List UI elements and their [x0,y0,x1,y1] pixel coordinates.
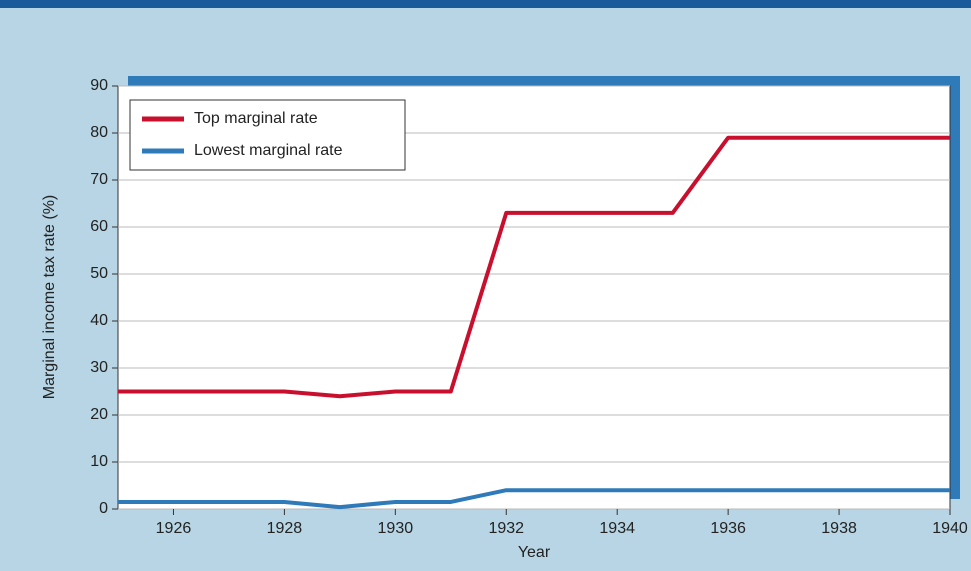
series-line [118,135,950,399]
x-tick-label: 1930 [378,520,414,537]
x-tick-label: 1934 [599,520,635,537]
y-tick-label: 70 [90,171,108,188]
y-tick-label: 80 [90,124,108,141]
y-tick-label: 50 [90,265,108,282]
legend-box [129,99,406,171]
y-tick-label: 20 [90,406,108,423]
x-tick-label: 1926 [156,520,192,537]
grid [118,85,950,510]
series-line [118,488,950,510]
y-tick-label: 0 [99,500,108,517]
legend-label: Lowest marginal rate [194,142,343,159]
y-tick-label: 60 [90,218,108,235]
y-tick-label: 30 [90,359,108,376]
x-axis-label: Year [518,544,551,561]
x-tick-label: 1928 [267,520,303,537]
y-tick-label: 90 [90,77,108,94]
x-tick-label: 1940 [932,520,968,537]
x-tick-label: 1936 [710,520,746,537]
x-tick-label: 1932 [488,520,524,537]
y-axis-label: Marginal income tax rate (%) [41,195,58,400]
legend-label: Top marginal rate [194,110,318,127]
y-tick-label: 40 [90,312,108,329]
lines [118,135,950,510]
y-tick-label: 10 [90,453,108,470]
x-tick-label: 1938 [821,520,857,537]
top-bar [0,0,971,8]
